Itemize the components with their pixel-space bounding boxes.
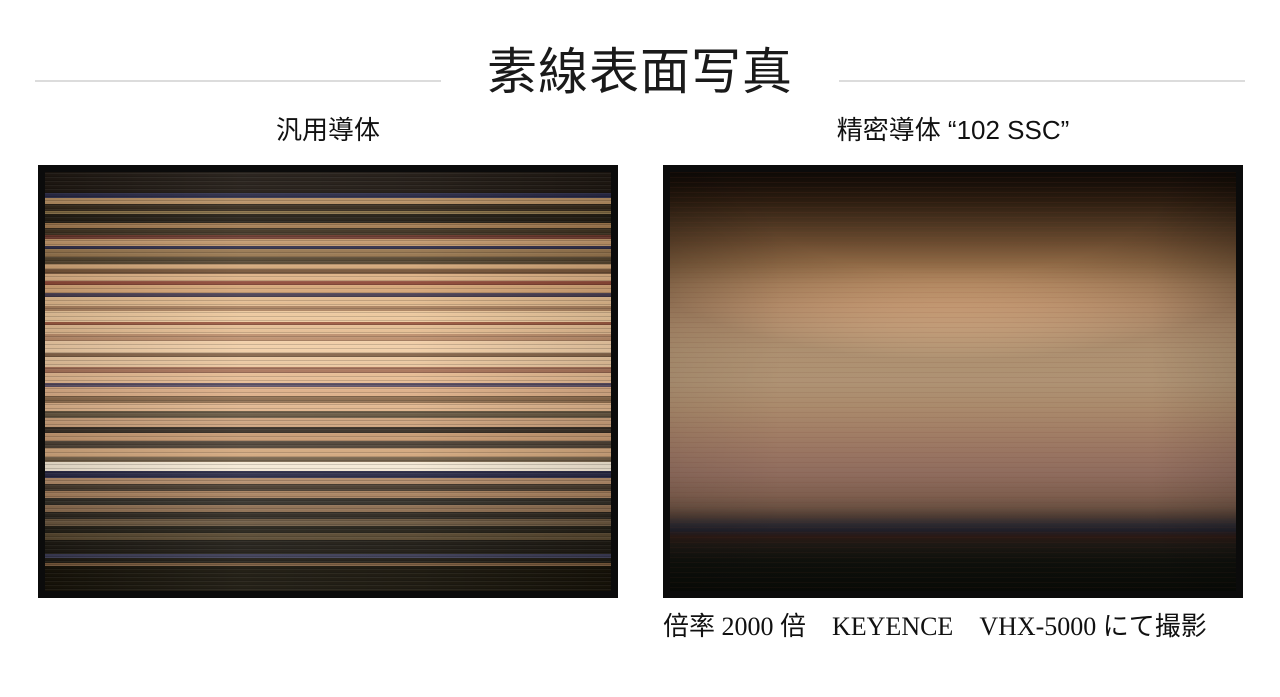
stripe-band	[45, 383, 611, 387]
stripe-band	[45, 333, 611, 341]
stripe-band	[45, 293, 611, 297]
stripe-band	[45, 203, 611, 211]
stripe-band	[45, 386, 611, 396]
stripe-band	[45, 223, 611, 229]
stripe-band	[45, 457, 611, 463]
stripe-band	[45, 490, 611, 498]
stripe-band	[45, 432, 611, 442]
stripe-band	[45, 284, 611, 294]
stripe-band	[45, 372, 611, 384]
stripe-band	[45, 210, 611, 215]
stripe-band	[45, 356, 611, 368]
stripe-band	[45, 471, 611, 479]
stripe-band	[45, 249, 611, 257]
stripe-band	[45, 256, 611, 264]
stripe-band	[45, 483, 611, 491]
stripe-band	[45, 478, 611, 484]
stripe-band	[45, 296, 611, 306]
stripe-band	[45, 511, 611, 519]
stripe-band	[45, 411, 611, 419]
stripe-band	[45, 441, 611, 449]
stripe-band	[45, 402, 611, 412]
stripe-band	[45, 228, 611, 236]
stripe-band	[45, 504, 611, 512]
stripe-band	[45, 427, 611, 433]
stripe-band	[45, 263, 611, 269]
magnification-caption: 倍率 2000 倍 KEYENCE VHX-5000 にて撮影	[663, 612, 1207, 641]
stripe-band	[45, 214, 611, 224]
label-precision-conductor: 精密導体 “102 SSC”	[836, 115, 1070, 145]
stripe-band	[45, 281, 611, 285]
stripe-band	[45, 367, 611, 373]
stripe-band	[45, 235, 611, 239]
stripe-band	[45, 532, 611, 540]
stripe-band	[45, 274, 611, 282]
page-title: 素線表面写真	[487, 44, 793, 100]
stripe-band	[45, 325, 611, 334]
stripe-band	[45, 172, 611, 194]
photo-general-conductor	[38, 165, 618, 598]
title-rule-right	[839, 80, 1245, 82]
stripe-band	[45, 395, 611, 403]
photo-precision-conductor	[663, 165, 1243, 598]
stripe-band	[45, 462, 611, 472]
header: 素線表面写真	[0, 36, 1280, 108]
stripe-band	[45, 557, 611, 563]
stripe-band	[45, 418, 611, 428]
stripe-band	[45, 198, 611, 204]
stripe-band	[45, 497, 611, 505]
stripe-band	[45, 353, 611, 357]
stripe-band	[45, 554, 611, 558]
stripe-band	[45, 321, 611, 326]
stripe-band	[45, 268, 611, 275]
label-general-conductor: 汎用導体	[275, 115, 380, 145]
stripe-band	[45, 193, 611, 199]
left-photo-surface	[45, 172, 611, 591]
stripe-band	[45, 311, 611, 322]
stripe-band	[45, 518, 611, 526]
stripe-band	[45, 525, 611, 533]
stripe-band	[45, 340, 611, 354]
title-rule-left	[35, 80, 441, 82]
stripe-band	[45, 562, 611, 567]
stripe-band	[45, 245, 611, 250]
stripe-band	[45, 305, 611, 312]
stripe-band	[45, 539, 611, 555]
right-photo-surface	[670, 172, 1236, 591]
stripe-band	[45, 566, 611, 591]
stripe-band	[45, 448, 611, 458]
stripe-band	[45, 238, 611, 246]
